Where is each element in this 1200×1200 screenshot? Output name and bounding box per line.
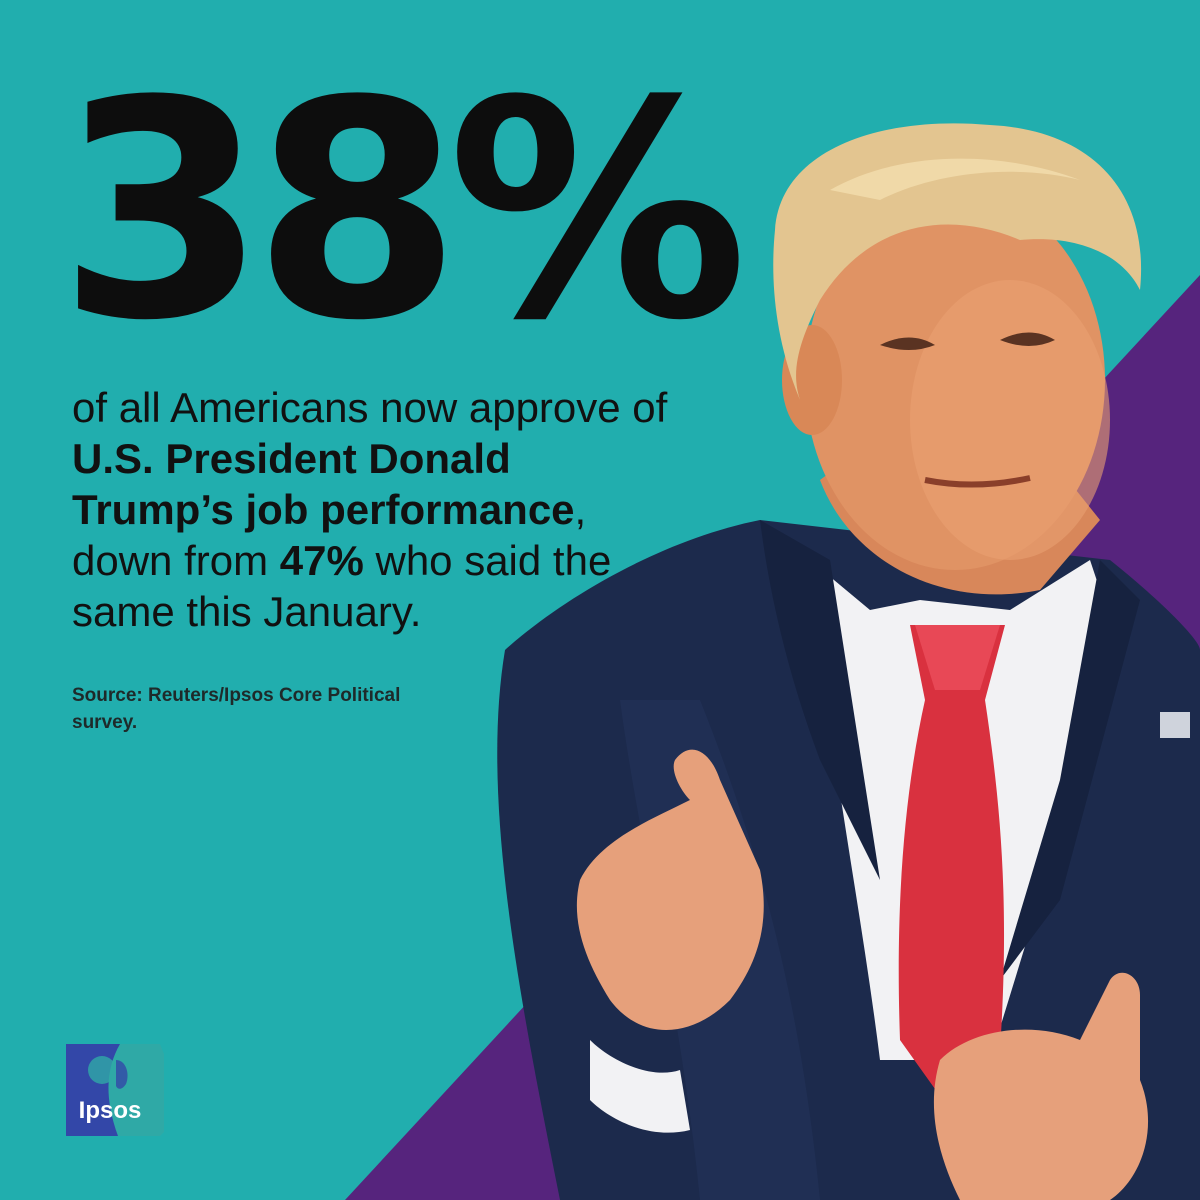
- mouth: [924, 475, 1031, 488]
- ipsos-logo: Ipsos: [60, 1040, 168, 1136]
- flag-pin: [1160, 712, 1190, 738]
- left-hand: [576, 749, 764, 1030]
- right-hand: [933, 972, 1149, 1200]
- eye-right: [1000, 332, 1055, 346]
- ipsos-logo-icon: [66, 1044, 164, 1136]
- statement-part-2: , down from: [72, 486, 587, 584]
- statement-bold-2: 47%: [279, 537, 364, 584]
- right-lapel: [1000, 560, 1140, 980]
- ipsos-logo-text: Ipsos: [78, 1097, 142, 1124]
- shirt-cuff: [590, 1040, 690, 1133]
- statement-bold-1: U.S. President Donald Trump’s job perfor…: [72, 435, 575, 533]
- statement-part-1: of all Americans now approve of: [72, 384, 668, 431]
- red-tie: [898, 625, 1005, 1110]
- approval-statement: of all Americans now approve of U.S. Pre…: [72, 382, 672, 637]
- statement-part-3: who said the same this January.: [72, 537, 612, 635]
- source-note: Source: Reuters/Ipsos Core Political sur…: [72, 685, 401, 733]
- eye-left: [880, 337, 935, 350]
- left-lapel: [760, 520, 880, 880]
- headline-percentage: 38%: [58, 37, 748, 386]
